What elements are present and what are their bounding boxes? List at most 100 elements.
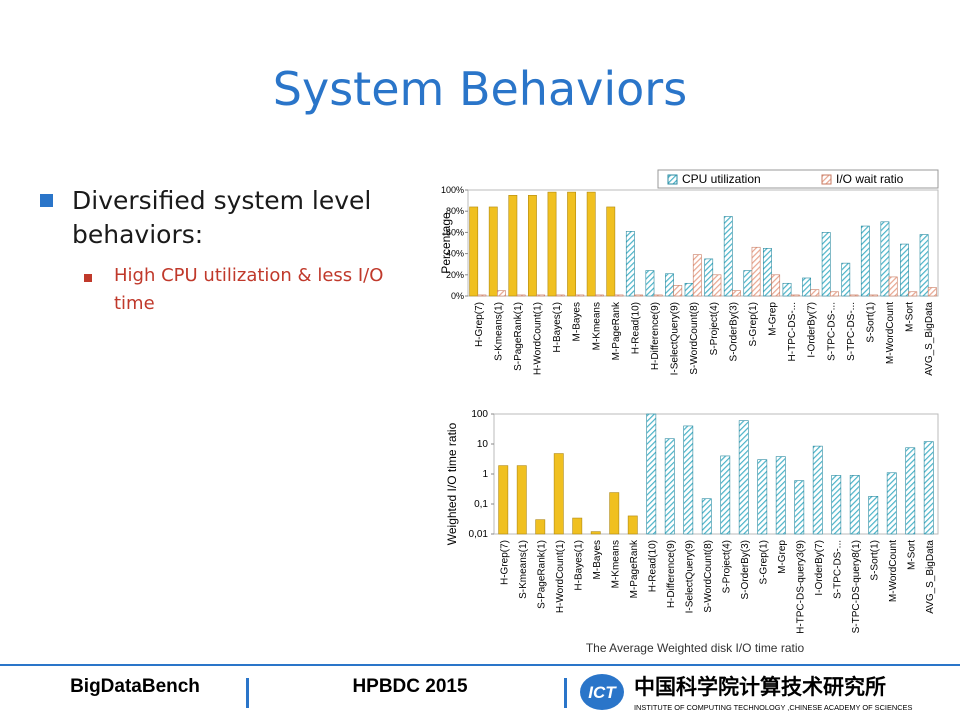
y-tick-label: 1 (482, 469, 488, 480)
bar-cpu (508, 194, 518, 297)
bar-io (771, 274, 781, 297)
x-tick-label: S-TPC-DS-... (846, 302, 857, 361)
bar-io (614, 294, 624, 297)
y-tick-label: 0,01 (469, 529, 489, 540)
bar-weighted-io (664, 438, 675, 535)
bar-weighted-io (646, 413, 657, 535)
y-tick-label: 0,1 (474, 499, 488, 510)
x-tick-label: H-Bayes(1) (573, 540, 584, 591)
bar-io (810, 289, 820, 297)
x-tick-label: S-OrderBy(3) (728, 302, 739, 361)
bar-io (575, 294, 585, 297)
x-tick-label: S-Project(4) (709, 302, 720, 355)
bar-cpu (547, 191, 557, 297)
x-tick-label: M-Grep (768, 302, 779, 336)
bar-weighted-io (812, 445, 823, 535)
bar-io (634, 294, 643, 297)
bullet2-text: High CPU utilization & less I/O time (114, 265, 384, 314)
bar-weighted-io (701, 498, 712, 535)
bar-io (790, 294, 800, 297)
bar-cpu (723, 216, 733, 297)
bar-io (908, 291, 918, 297)
bar-weighted-io (757, 459, 768, 535)
x-tick-label: H-TPC-DS-query3(9) (795, 540, 806, 634)
bar-io (497, 290, 506, 297)
bar-cpu (665, 273, 674, 297)
footer-brand: BigDataBench (70, 676, 200, 697)
bar-cpu (704, 258, 714, 297)
legend-label-cpu: CPU utilization (682, 172, 761, 186)
bar-weighted-io (886, 472, 897, 535)
bar-weighted-io (535, 519, 546, 535)
bar-io (888, 276, 898, 297)
bar-cpu (606, 206, 616, 297)
bar-cpu (567, 191, 577, 297)
bar-weighted-io (498, 465, 509, 535)
bar-io (653, 294, 663, 297)
bar-weighted-io (794, 480, 805, 535)
x-tick-label: M-Kmeans (591, 302, 602, 350)
x-tick-label: S-PageRank(1) (513, 302, 524, 371)
bar-weighted-io (738, 420, 749, 535)
legend: CPU utilization I/O wait ratio (657, 169, 939, 189)
bar-weighted-io (775, 456, 786, 535)
y-tick-label: 100% (441, 185, 464, 195)
x-tick-label: S-Project(4) (721, 540, 732, 593)
bar-cpu (763, 248, 772, 297)
bar-weighted-io (590, 531, 601, 535)
bullet-level1: Diversified system level behaviors: (40, 184, 410, 252)
x-tick-label: AVG_S_BigData (924, 302, 935, 376)
x-tick-label: S-PageRank(1) (536, 540, 547, 609)
x-tick-label: S-WordCount(8) (689, 302, 700, 375)
bar-weighted-io (868, 496, 879, 535)
bar-cpu (488, 206, 498, 297)
bar-weighted-io (609, 492, 620, 535)
x-tick-label: M-WordCount (885, 302, 896, 364)
bar-io (751, 246, 761, 297)
y-tick-label: 0% (451, 291, 464, 301)
x-tick-label: M-Sort (906, 540, 917, 570)
bar-cpu (469, 206, 479, 297)
x-tick-label: M-Sort (905, 302, 916, 332)
bar-cpu (586, 191, 596, 297)
plot-area (493, 413, 939, 535)
bar-weighted-io (923, 441, 934, 535)
x-tick-label: S-Kmeans(1) (518, 540, 529, 599)
y-tick-label: 100 (471, 409, 488, 420)
bar-io (555, 294, 565, 297)
x-tick-label: M-WordCount (888, 540, 899, 602)
x-tick-label: H-TPC-DS-... (787, 302, 798, 361)
footer-event: HPBDC 2015 (352, 676, 468, 697)
legend-swatch-cpu (667, 174, 678, 185)
slide-title: System Behaviors (272, 62, 688, 116)
bar-cpu (841, 262, 851, 297)
x-tick-label: H-WordCount(1) (555, 540, 566, 613)
bar-weighted-io (849, 475, 860, 535)
x-tick-label: S-Sort(1) (869, 540, 880, 581)
bar-io (829, 291, 839, 297)
y-tick-label: 40% (446, 249, 464, 259)
footer-divider (0, 664, 960, 666)
bar-cpu (802, 277, 812, 297)
chart2-caption: The Average Weighted disk I/O time ratio (585, 641, 805, 655)
x-tick-label: M-Bayes (592, 540, 603, 579)
bar-cpu (919, 234, 929, 297)
small-square-bullet-icon (84, 274, 92, 282)
bar-cpu (880, 221, 890, 297)
y-tick-label: 60% (446, 227, 464, 237)
x-tick-label: S-Grep(1) (758, 540, 769, 584)
weighted-io-log-chart: 0,01 0,1 1 10 100 Weighted I/O time ratio H-Gr… (445, 409, 939, 634)
x-tick-label: S-WordCount(8) (703, 540, 714, 613)
bar-cpu (860, 225, 870, 297)
bar-io (594, 294, 604, 297)
bar-weighted-io (627, 515, 638, 535)
y-tick-label: 80% (446, 206, 464, 216)
bar-io (516, 294, 526, 297)
x-tick-label: I-OrderBy(7) (814, 540, 825, 596)
bar-io (692, 254, 702, 297)
x-tick-label: H-WordCount(1) (533, 302, 544, 375)
plot-area (467, 189, 939, 297)
ict-logo-initials: ICT (588, 683, 617, 702)
x-tick-label: H-Difference(9) (666, 540, 677, 608)
x-tick-label: H-Grep(7) (474, 302, 485, 347)
